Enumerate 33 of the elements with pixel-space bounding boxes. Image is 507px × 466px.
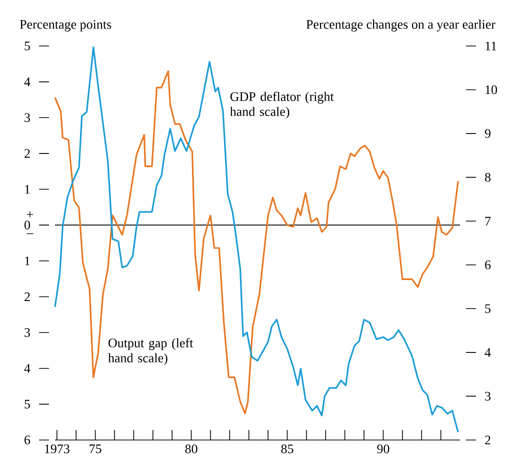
x-tick-label: 1973	[45, 444, 70, 454]
y2-tick-label: 7	[485, 216, 491, 226]
y-tick-label: 5	[24, 42, 30, 50]
y-tick-label: 4	[24, 364, 30, 373]
y-tick-label: 3	[24, 113, 30, 122]
y2-tick-label: 4	[484, 348, 491, 357]
y-tick-label: 1	[25, 256, 30, 266]
y-axis-title: Percentage points	[20, 20, 112, 32]
series-label: Output gap (left hand scale)	[108, 338, 194, 366]
y-tick-label: 1	[25, 184, 30, 194]
y2-tick-label: 11	[486, 42, 496, 50]
y2-tick-label: 2	[485, 436, 490, 444]
y-tick-label: 5	[24, 400, 30, 408]
x-tick-label: 90	[377, 444, 390, 454]
y-tick-label: 3	[24, 328, 30, 337]
y-tick-label: 4	[24, 78, 30, 86]
y2-tick-label: 9	[484, 129, 490, 138]
y-tick-label: 2	[24, 292, 30, 302]
y-tick-label: 6	[24, 436, 30, 444]
y2-tick-label: 6	[485, 260, 491, 270]
y2-tick-label: 8	[485, 172, 491, 182]
y2-axis-title: Percentage changes on a year earlier	[306, 20, 496, 32]
x-tick-label: 85	[281, 444, 294, 454]
series-label: GDP deflator (right hand scale)	[230, 92, 334, 119]
text: –	[26, 233, 34, 234]
text: +	[26, 211, 34, 218]
y2-tick-label: 5	[485, 304, 490, 313]
y-tick-label: 0	[24, 220, 30, 230]
y-tick-label: 2	[24, 149, 30, 158]
x-tick-label: 80	[185, 444, 198, 454]
x-tick-label: 75	[90, 444, 102, 454]
y2-tick-label: 10	[486, 85, 498, 94]
y2-tick-label: 3	[485, 392, 490, 401]
